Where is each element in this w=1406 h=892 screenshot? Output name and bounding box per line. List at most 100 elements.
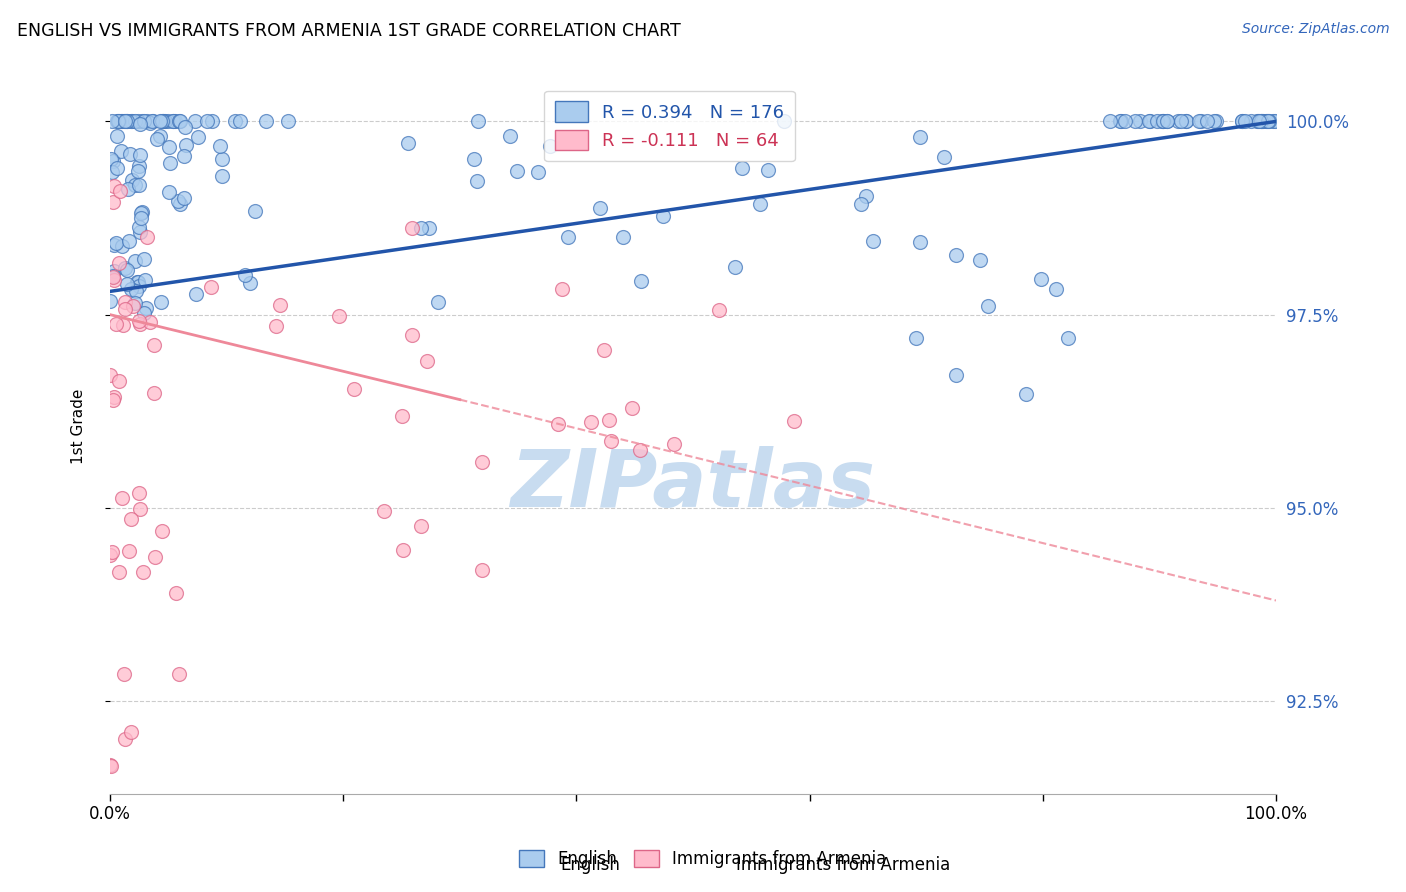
Point — [150, 524, 173, 538]
Point — [1129, 114, 1152, 128]
Point — [756, 162, 779, 177]
Point — [1256, 114, 1278, 128]
Point — [724, 260, 747, 274]
Text: English: English — [561, 856, 620, 874]
Point — [1156, 114, 1178, 128]
Point — [391, 409, 413, 423]
Point — [1230, 114, 1253, 128]
Point — [506, 164, 529, 178]
Point — [143, 549, 166, 564]
Point — [173, 149, 195, 163]
Point — [904, 331, 927, 345]
Point — [101, 545, 124, 559]
Point — [120, 114, 142, 128]
Point — [103, 179, 125, 194]
Point — [908, 235, 931, 250]
Point — [557, 229, 579, 244]
Point — [110, 114, 132, 128]
Point — [162, 114, 184, 128]
Point — [98, 368, 121, 382]
Point — [165, 586, 187, 600]
Point — [211, 152, 233, 166]
Point — [129, 317, 152, 331]
Point — [1146, 114, 1168, 128]
Point — [103, 272, 125, 286]
Point — [749, 197, 772, 211]
Point — [169, 114, 191, 128]
Point — [1240, 114, 1263, 128]
Point — [851, 197, 873, 211]
Point — [141, 114, 163, 128]
Point — [1257, 114, 1279, 128]
Point — [108, 184, 131, 198]
Point — [269, 297, 291, 311]
Point — [1170, 114, 1192, 128]
Point — [128, 147, 150, 161]
Point — [1250, 114, 1272, 128]
Point — [167, 194, 190, 208]
Point — [598, 413, 620, 427]
Point — [157, 185, 180, 199]
Point — [131, 204, 153, 219]
Point — [373, 503, 395, 517]
Point — [463, 152, 485, 166]
Point — [143, 338, 166, 352]
Point — [107, 114, 129, 128]
Point — [105, 161, 128, 175]
Point — [342, 382, 364, 396]
Point — [128, 159, 150, 173]
Point — [1045, 282, 1067, 296]
Point — [114, 294, 136, 309]
Point — [117, 544, 139, 558]
Point — [1251, 114, 1274, 128]
Point — [155, 114, 177, 128]
Point — [134, 252, 156, 266]
Point — [652, 209, 675, 223]
Point — [111, 318, 134, 333]
Point — [101, 194, 124, 209]
Point — [277, 114, 299, 128]
Point — [124, 254, 146, 268]
Point — [1195, 114, 1218, 128]
Point — [128, 178, 150, 192]
Point — [173, 191, 195, 205]
Point — [538, 139, 561, 153]
Point — [416, 354, 439, 368]
Point — [233, 268, 256, 282]
Point — [108, 114, 131, 128]
Point — [1114, 114, 1136, 128]
Point — [1188, 114, 1211, 128]
Point — [150, 295, 173, 310]
Point — [105, 129, 128, 144]
Point — [127, 275, 149, 289]
Point — [152, 114, 174, 128]
Point — [1189, 114, 1212, 128]
Point — [128, 278, 150, 293]
Point — [1234, 114, 1257, 128]
Point — [1152, 114, 1174, 128]
Point — [328, 309, 350, 323]
Point — [1204, 114, 1226, 128]
Point — [125, 285, 148, 299]
Point — [969, 253, 991, 268]
Point — [1137, 114, 1160, 128]
Point — [184, 287, 207, 301]
Point — [243, 204, 266, 219]
Point — [169, 196, 191, 211]
Point — [134, 114, 156, 128]
Point — [124, 295, 146, 310]
Point — [599, 434, 621, 448]
Point — [1098, 114, 1121, 128]
Point — [551, 282, 574, 296]
Point — [128, 486, 150, 500]
Point — [1152, 114, 1174, 128]
Point — [117, 182, 139, 196]
Point — [100, 152, 122, 166]
Point — [467, 114, 489, 128]
Point — [1123, 114, 1146, 128]
Point — [156, 114, 179, 128]
Point — [132, 565, 155, 579]
Point — [98, 548, 121, 562]
Point — [1029, 271, 1052, 285]
Point — [1264, 114, 1286, 128]
